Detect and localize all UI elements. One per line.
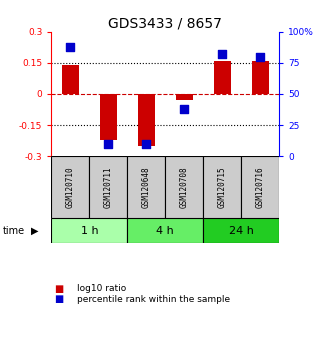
Bar	[138, 94, 155, 146]
Bar	[203, 218, 279, 244]
Bar	[203, 156, 241, 218]
Bar	[165, 156, 203, 218]
Bar	[176, 94, 193, 100]
Text: ▶: ▶	[30, 226, 38, 236]
Text: log10 ratio: log10 ratio	[77, 284, 126, 293]
Text: 4 h: 4 h	[156, 226, 174, 236]
Text: GSM120716: GSM120716	[256, 166, 265, 208]
Bar	[127, 156, 165, 218]
Point	[106, 141, 111, 147]
Bar	[127, 218, 203, 244]
Bar	[51, 218, 127, 244]
Text: GSM120708: GSM120708	[180, 166, 189, 208]
Text: ■: ■	[55, 284, 64, 293]
Bar	[214, 61, 231, 94]
Title: GDS3433 / 8657: GDS3433 / 8657	[108, 17, 222, 31]
Point	[258, 54, 263, 59]
Text: GSM120648: GSM120648	[142, 166, 151, 208]
Bar	[241, 156, 279, 218]
Text: percentile rank within the sample: percentile rank within the sample	[77, 295, 230, 304]
Bar	[89, 156, 127, 218]
Text: GSM120710: GSM120710	[66, 166, 75, 208]
Point	[68, 44, 73, 50]
Point	[220, 51, 225, 57]
Text: 1 h: 1 h	[81, 226, 98, 236]
Text: 24 h: 24 h	[229, 226, 254, 236]
Text: time: time	[3, 226, 25, 236]
Bar	[252, 61, 269, 94]
Point	[182, 106, 187, 112]
Bar	[100, 94, 117, 139]
Bar	[62, 65, 79, 94]
Text: GSM120711: GSM120711	[104, 166, 113, 208]
Point	[144, 141, 149, 147]
Text: ■: ■	[55, 294, 64, 304]
Text: GSM120715: GSM120715	[218, 166, 227, 208]
Bar	[51, 156, 89, 218]
